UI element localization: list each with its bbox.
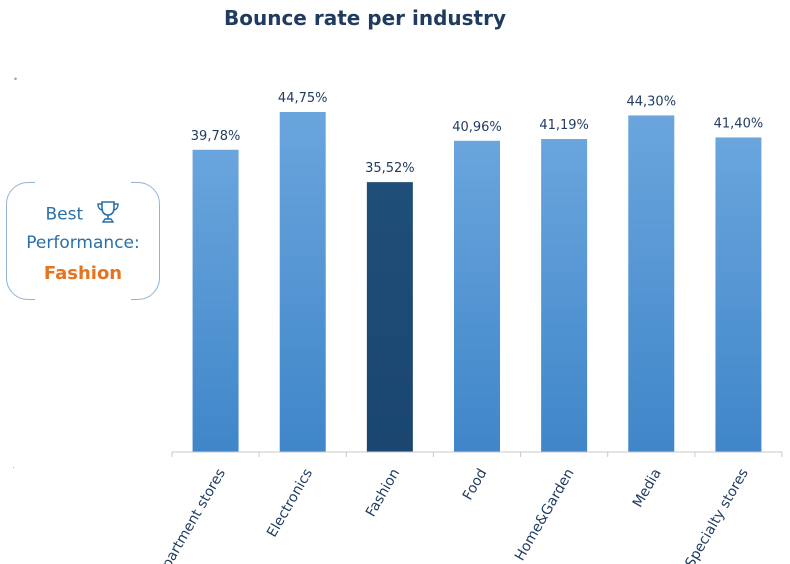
- value-label: 40,96%: [452, 120, 502, 135]
- bar-home-garden: [541, 139, 588, 453]
- callout-best-label: Best: [45, 204, 84, 225]
- bar-media: [628, 115, 675, 452]
- bars-layer: 39,78% Department stores 44,75% Electronics…: [149, 91, 783, 564]
- category-label: Electronics: [264, 466, 316, 540]
- best-performance-callout: Best Performance: Fashion: [6, 180, 160, 302]
- callout-bracket-gap-bottom: [35, 296, 131, 302]
- value-label: 41,40%: [714, 116, 764, 131]
- bar-electronics: [279, 112, 326, 452]
- value-label: 44,30%: [626, 94, 676, 109]
- value-label: 41,19%: [539, 118, 589, 133]
- bar-specialty-stores: [715, 137, 762, 452]
- bar-food: [454, 140, 500, 452]
- value-label: 39,78%: [191, 129, 241, 144]
- category-label: Fashion: [363, 466, 403, 520]
- category-label: Home&Garden: [512, 466, 578, 564]
- category-label: Department stores: [149, 466, 229, 564]
- decorative-speck: ·: [12, 462, 15, 472]
- value-label: 35,52%: [365, 161, 415, 176]
- category-label: Food: [460, 466, 491, 503]
- bar-department-stores: [192, 149, 239, 452]
- category-label: Media: [630, 466, 665, 510]
- value-label: 44,75%: [278, 91, 328, 106]
- callout-winner: Fashion: [43, 263, 123, 284]
- chart-title: Bounce rate per industry: [223, 6, 506, 30]
- bar-fashion: [366, 182, 413, 452]
- callout-performance-label: Performance:: [26, 233, 140, 253]
- decorative-speck: •: [14, 74, 18, 84]
- callout-best-line: Best: [7, 199, 159, 230]
- category-label: Specialty stores: [682, 466, 752, 564]
- callout-bracket-gap-top: [35, 180, 131, 186]
- trophy-icon: [95, 199, 121, 230]
